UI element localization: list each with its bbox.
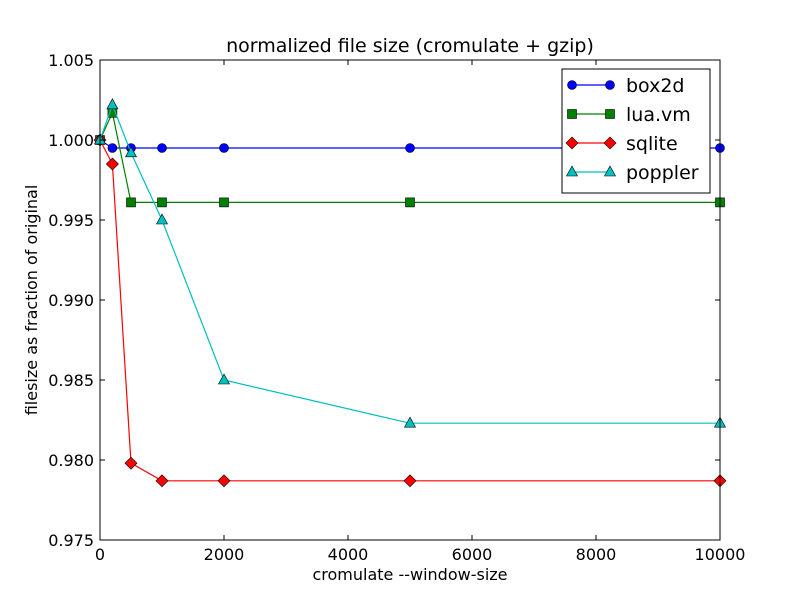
data-point [126,197,136,208]
legend-marker [605,109,615,119]
data-point [219,197,229,208]
chart-title: normalized file size (cromulate + gzip) [226,35,594,57]
series-poppler [93,98,727,428]
data-point [124,456,138,470]
legend-marker [567,80,577,90]
legend-marker [565,165,579,177]
data-point [405,197,415,208]
legend-marker [565,136,579,150]
legend-item: box2d [567,75,685,97]
legend-label: box2d [626,75,685,97]
legend-marker [603,165,617,177]
legend-box [561,68,711,194]
data-point [403,416,417,428]
x-tick-label: 0 [95,545,105,564]
axes: 0 2000 4000 6000 8000 10000 0.975 0.980 0.985 0.9… [48,51,745,564]
y-tick-label: 0.990 [48,291,94,310]
data-point [219,143,229,153]
data-point [155,213,169,225]
x-tick-label: 10000 [695,545,746,564]
data-point [217,373,231,385]
x-axis-title: cromulate --window-size [312,565,507,584]
y-tick-label: 0.995 [48,211,94,230]
legend-item: lua.vm [567,104,691,126]
x-tick-label: 4000 [328,545,369,564]
y-tick-label: 0.975 [48,531,94,550]
y-tick-label: 1.005 [48,51,94,70]
x-tick-label: 6000 [452,545,493,564]
legend-label: sqlite [626,133,678,155]
legend-label: lua.vm [626,104,691,126]
legend-marker [603,136,617,150]
legend-item: sqlite [565,133,678,155]
y-tick-label: 0.985 [48,371,94,390]
legend: box2d lua.vm sqlite poppler [561,68,711,194]
data-point [105,157,119,171]
data-point [405,143,415,153]
data-point [107,143,118,153]
data-point [106,98,119,110]
legend-item: poppler [565,162,699,184]
data-point [157,197,167,208]
y-tick-label: 1.000 [48,131,94,150]
data-point [157,143,167,153]
data-point [217,474,231,488]
legend-marker [605,80,615,90]
y-axis-title: filesize as fraction of original [22,185,41,416]
data-point [155,474,169,488]
x-tick-label: 8000 [576,545,617,564]
data-point [403,474,417,488]
legend-marker [567,109,577,119]
y-tick-label: 0.980 [48,451,94,470]
legend-label: poppler [626,162,699,184]
data-point [124,146,138,158]
x-tick-label: 2000 [204,545,245,564]
